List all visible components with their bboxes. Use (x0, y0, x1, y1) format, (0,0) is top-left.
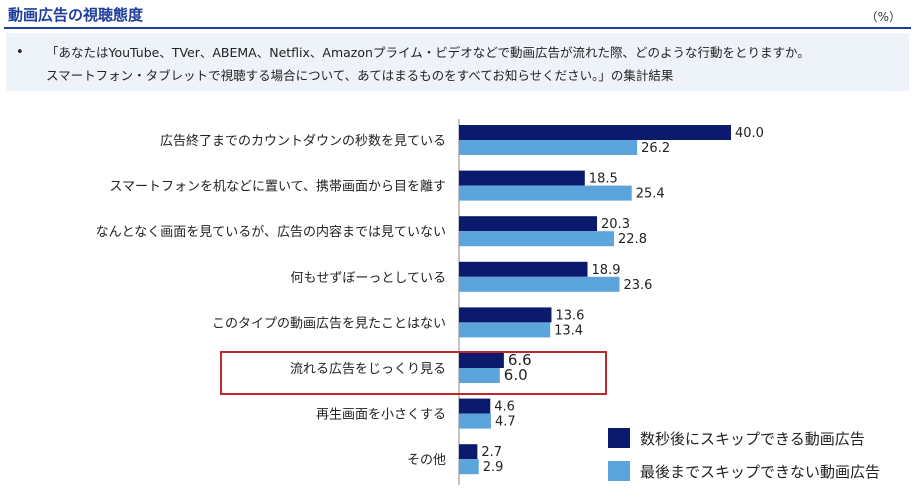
title-underline (4, 27, 911, 29)
value-label: 2.7 (481, 445, 502, 460)
bar-series-2 (459, 276, 620, 292)
legend-swatch-1 (608, 428, 630, 448)
value-label: 13.6 (555, 308, 584, 323)
value-label: 22.8 (618, 232, 647, 247)
value-label: 26.2 (641, 141, 670, 156)
bar-series-2 (459, 413, 491, 429)
bar-series-1 (459, 444, 478, 460)
category-label: その他 (407, 453, 446, 468)
category-label: 広告終了までのカウントダウンの秒数を見ている (160, 133, 446, 149)
category-label: スマートフォンを机などに置いて、携帯画面から目を離す (109, 179, 446, 195)
unit-label: （%） (865, 10, 901, 24)
bar-series-2 (459, 368, 500, 383)
legend-swatch-2 (608, 461, 630, 481)
bar-series-1 (459, 398, 491, 414)
category-label: このタイプの動画広告を見たことはない (212, 316, 446, 331)
value-label: 25.4 (636, 187, 665, 202)
bar-series-2 (459, 185, 632, 201)
bar-series-2 (459, 231, 615, 247)
value-label: 2.9 (483, 460, 504, 475)
bar-series-1 (459, 170, 585, 186)
bar-series-1 (459, 353, 504, 368)
value-label: 4.6 (494, 400, 515, 415)
value-label: 6.6 (508, 351, 532, 369)
bar-series-2 (459, 459, 479, 475)
value-label: 4.7 (495, 415, 516, 430)
value-label: 23.6 (623, 278, 652, 293)
bar-series-1 (459, 261, 588, 277)
question-box: • 「あなたはYouTube、TVer、ABEMA、Netflix、Amazon… (6, 33, 909, 91)
question-line-2: スマートフォン・タブレットで視聴する場合について、あてはまるものをすべてお知らせ… (46, 68, 674, 83)
bar-series-2 (459, 140, 638, 155)
category-label: なんとなく画面を見ているが、広告の内容までは見ていない (96, 224, 446, 240)
bar-series-1 (459, 216, 598, 232)
legend-label-2: 最後までスキップできない動画広告 (640, 463, 880, 481)
question-line-1: 「あなたはYouTube、TVer、ABEMA、Netflix、Amazonプラ… (46, 45, 810, 60)
highlight-box (220, 351, 607, 395)
value-label: 20.3 (601, 217, 630, 232)
category-label: 流れる広告をじっくり見る (290, 362, 446, 377)
bar-series-1 (459, 307, 552, 323)
value-label: 40.0 (735, 126, 764, 141)
category-label: 何もせずぼーっとしている (290, 270, 446, 286)
value-label: 18.5 (589, 172, 618, 187)
value-label: 6.0 (504, 366, 528, 384)
value-label: 13.4 (554, 323, 583, 338)
page-title: 動画広告の視聴態度 (8, 6, 144, 24)
legend-label-1: 数秒後にスキップできる動画広告 (640, 430, 865, 448)
bar-series-1 (459, 125, 731, 140)
category-label: 再生画面を小さくする (316, 408, 446, 423)
question-bullet: • (16, 45, 24, 60)
value-label: 18.9 (592, 263, 621, 278)
bar-series-2 (459, 322, 551, 338)
